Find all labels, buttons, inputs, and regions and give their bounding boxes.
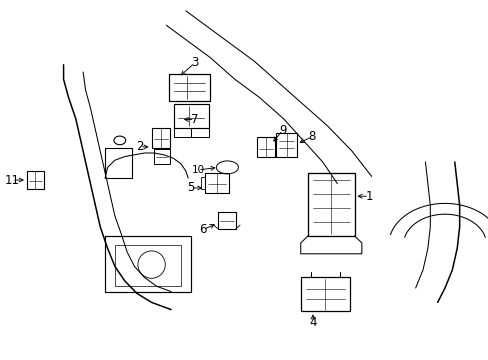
Text: 3: 3 (190, 57, 198, 69)
Bar (276, 133, 296, 157)
Bar (191, 128, 208, 137)
Bar (307, 173, 354, 236)
Bar (105, 236, 190, 292)
Text: 9: 9 (278, 124, 286, 137)
Bar (173, 128, 191, 137)
Text: 7: 7 (190, 113, 198, 126)
Bar (201, 177, 205, 189)
Text: 1: 1 (365, 190, 372, 203)
Text: 2: 2 (136, 140, 143, 153)
Bar (300, 277, 349, 311)
Bar (256, 137, 275, 157)
Bar (105, 148, 132, 178)
Text: 5: 5 (186, 181, 194, 194)
Bar (154, 149, 169, 164)
Text: 4: 4 (308, 316, 316, 329)
Bar (168, 74, 210, 101)
Text: 6: 6 (199, 223, 206, 236)
Bar (173, 104, 208, 128)
Bar (115, 245, 181, 286)
Text: 8: 8 (307, 130, 315, 143)
Bar (217, 212, 236, 229)
Bar (205, 173, 228, 193)
Bar (27, 171, 44, 189)
Text: 11: 11 (5, 174, 20, 186)
Text: 10: 10 (191, 165, 204, 175)
Bar (151, 128, 170, 148)
